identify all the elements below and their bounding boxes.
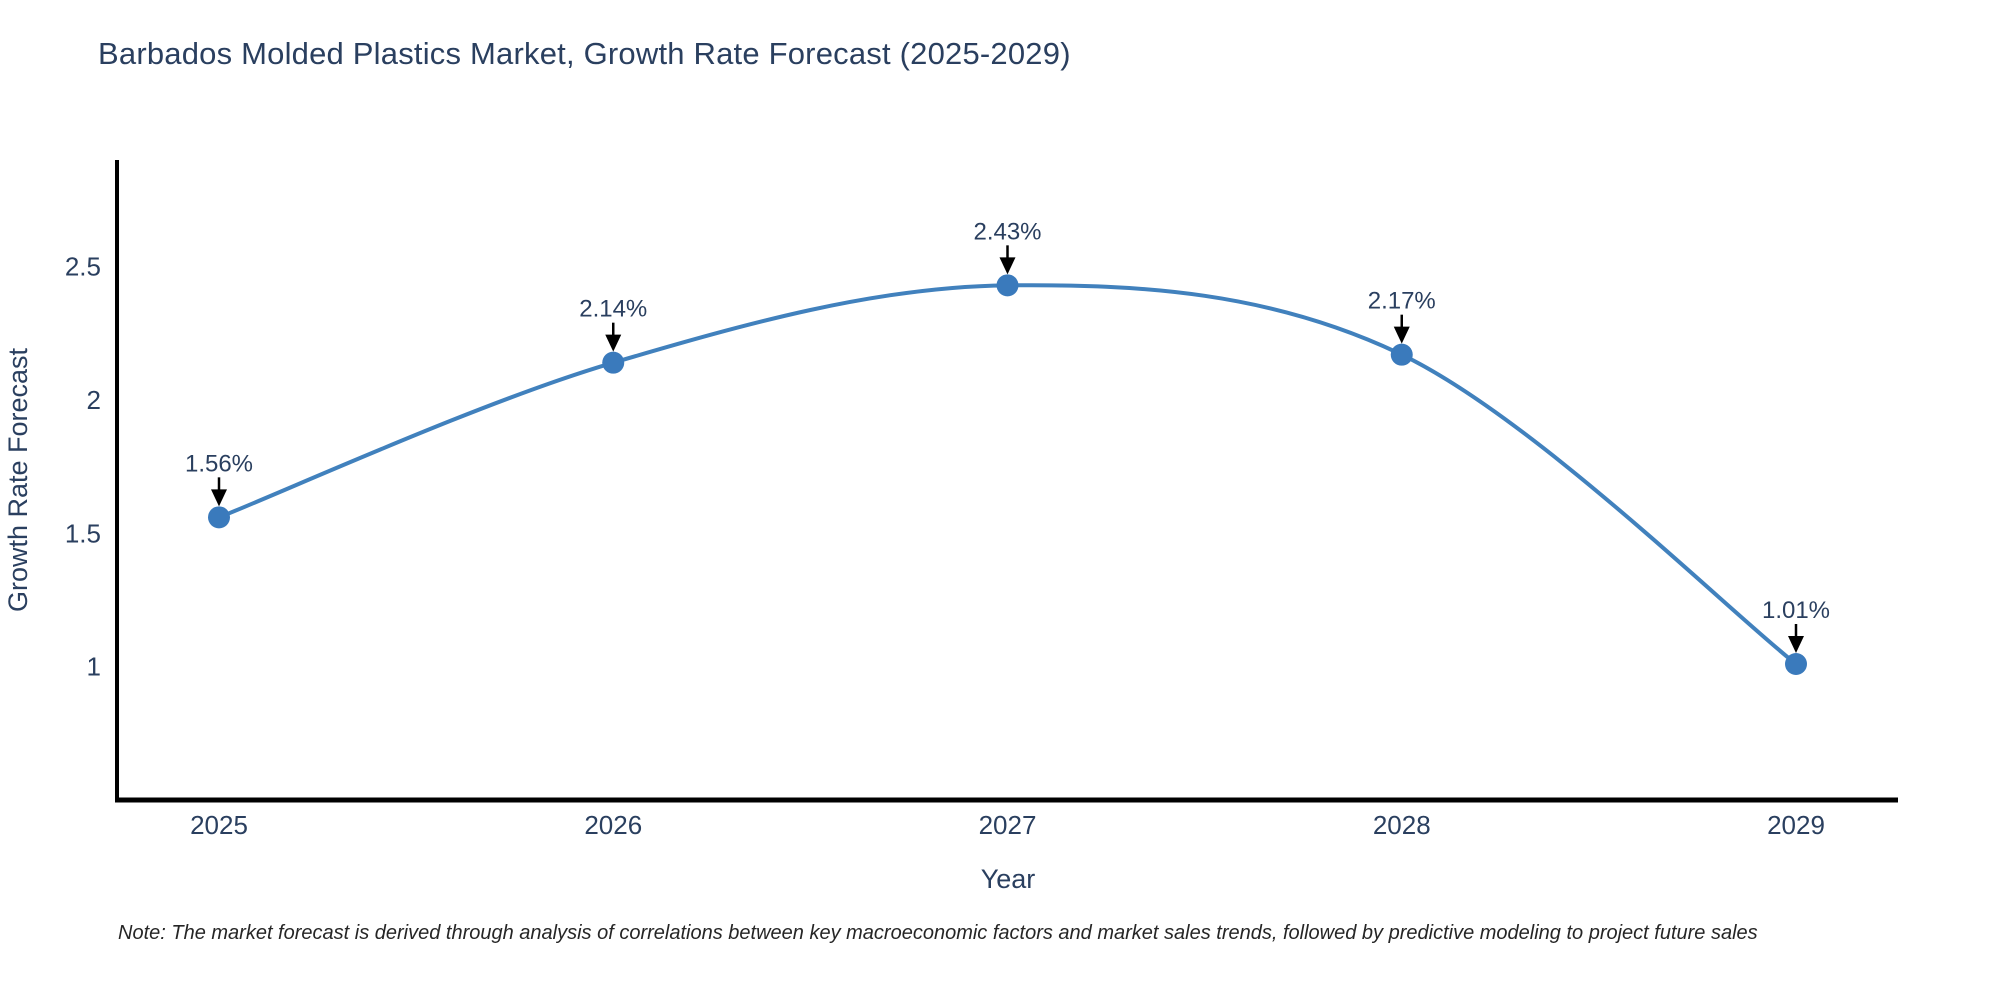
data-point-label: 2.14% <box>579 296 647 323</box>
x-tick-label: 2026 <box>584 810 642 840</box>
annotations-layer: 1.56% 2.14% 2.43% 2.17% 1.01% <box>185 218 1830 653</box>
annotation-arrow-head <box>1788 636 1804 653</box>
data-point-marker[interactable] <box>996 274 1019 297</box>
annotation-arrow-head <box>605 334 622 352</box>
x-tick-label: 2025 <box>190 810 248 840</box>
data-point-marker[interactable] <box>602 351 625 374</box>
data-point-label: 2.43% <box>973 218 1041 245</box>
y-tick-label: 2 <box>87 385 101 415</box>
y-axis-title: Growth Rate Forecast <box>3 347 33 612</box>
annotation-arrow-head <box>211 489 227 507</box>
y-tick-label: 1.5 <box>65 518 101 548</box>
data-point-marker[interactable] <box>208 506 230 529</box>
tick-layer: 1 1.5 2 2.5 2025 2026 2027 2028 2029 <box>65 252 1825 840</box>
series-layer <box>208 274 1807 675</box>
y-tick-label: 1 <box>87 652 101 682</box>
x-axis-title: Year <box>981 864 1036 894</box>
x-tick-label: 2029 <box>1767 810 1825 840</box>
data-point-label: 2.17% <box>1368 288 1436 315</box>
x-tick-label: 2027 <box>979 810 1037 840</box>
x-tick-label: 2028 <box>1373 810 1431 840</box>
data-point-marker[interactable] <box>1785 653 1807 675</box>
y-tick-label: 2.5 <box>65 252 101 282</box>
data-point-label: 1.01% <box>1762 597 1830 624</box>
axes-layer <box>115 160 1898 803</box>
annotation-arrow-head <box>999 257 1016 275</box>
annotation-arrow-head <box>1393 326 1410 344</box>
data-point-label: 1.56% <box>185 450 253 477</box>
forecast-line <box>217 283 1798 666</box>
footnote: Note: The market forecast is derived thr… <box>118 922 1758 944</box>
chart-title: Barbados Molded Plastics Market, Growth … <box>98 36 1071 71</box>
data-point-marker[interactable] <box>1390 343 1413 366</box>
